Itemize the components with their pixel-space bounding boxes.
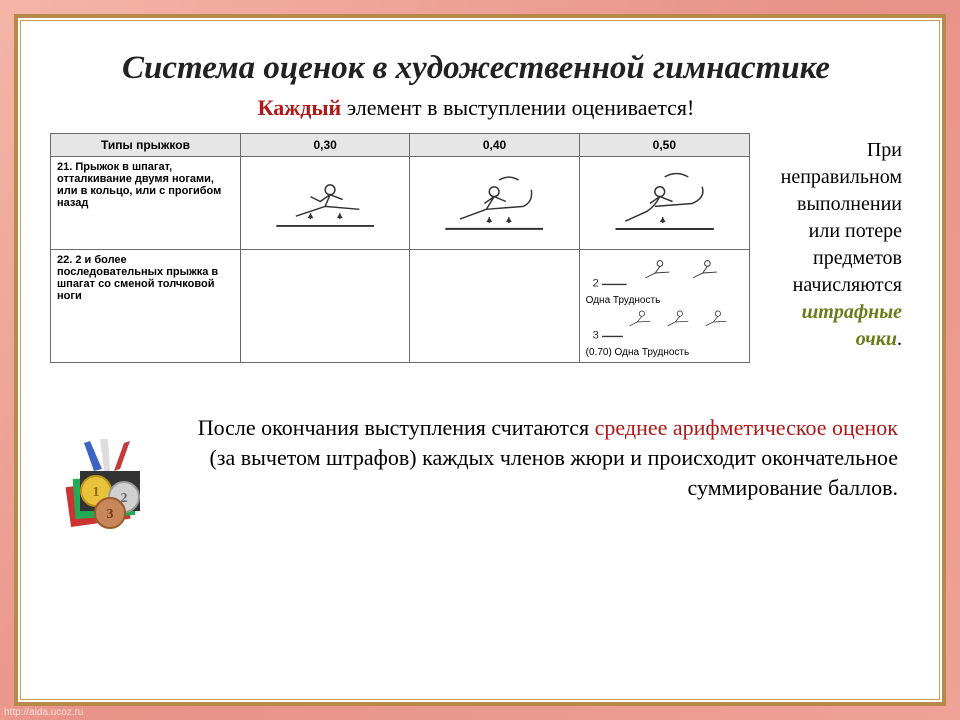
svg-text:1: 1 (93, 485, 100, 500)
row1-cell-030 (241, 157, 410, 250)
page-title: Система оценок в художественной гимнасти… (50, 48, 902, 89)
svg-text:2: 2 (592, 278, 598, 290)
row1-label: 21. Прыжок в шпагат, отталкивание двумя … (51, 157, 241, 250)
row2-label-2: Одна Трудность (586, 295, 743, 306)
svg-text:3: 3 (107, 507, 114, 522)
conclusion-pre: После окончания выступления считаются (198, 415, 595, 440)
row1-cell-050 (579, 157, 749, 250)
row2-cell-030 (241, 250, 410, 363)
decorative-frame: Система оценок в художественной гимнасти… (14, 14, 946, 706)
table-row: 21. Прыжок в шпагат, отталкивание двумя … (51, 157, 750, 250)
medals-icon: 1 2 3 (50, 413, 170, 538)
subtitle-rest: элемент в выступлении оценивается! (341, 95, 694, 120)
row2-label: 22. 2 и более последовательных прыжка в … (51, 250, 241, 363)
row2-label-3: (0.70) Одна Трудность (586, 347, 743, 358)
slide-background: Система оценок в художественной гимнасти… (0, 0, 960, 720)
content-row: Типы прыжков 0,30 0,40 0,50 21. Прыжок в… (50, 133, 902, 363)
penalty-note: При неправильном выполнении или потере п… (762, 133, 902, 353)
svg-text:3: 3 (592, 330, 598, 342)
gymnast-split-icon (247, 161, 403, 242)
conclusion-highlight: среднее арифметическое оценок (595, 415, 898, 440)
subtitle: Каждый элемент в выступлении оценивается… (50, 95, 902, 121)
gymnast-split-arch-icon (586, 161, 743, 242)
row1-cell-040 (410, 157, 579, 250)
col-types: Типы прыжков (51, 134, 241, 157)
penalty-emphasis: штрафные очки (802, 301, 902, 350)
row2-cell-050: 2 (579, 250, 749, 363)
conclusion-post: (за вычетом штрафов) каждых членов жюри … (209, 445, 898, 500)
table-row: 22. 2 и более последовательных прыжка в … (51, 250, 750, 363)
watermark: http://aida.ucoz.ru (4, 707, 84, 718)
gymnast-split-ring-icon (416, 161, 572, 242)
subtitle-emphasis: Каждый (258, 95, 342, 120)
col-030: 0,30 (241, 134, 410, 157)
col-040: 0,40 (410, 134, 579, 157)
penalty-dot: . (897, 328, 902, 350)
bottom-row: 1 2 3 После окончания выступления считаю… (50, 413, 902, 538)
gymnast-sequence-2-icon: 2 (586, 254, 743, 292)
row2-cell-040 (410, 250, 579, 363)
table-header-row: Типы прыжков 0,30 0,40 0,50 (51, 134, 750, 157)
slide-content: Система оценок в художественной гимнасти… (26, 26, 934, 694)
jump-types-table: Типы прыжков 0,30 0,40 0,50 21. Прыжок в… (50, 133, 750, 363)
gymnast-sequence-3-icon: 3 (586, 306, 743, 344)
conclusion-text: После окончания выступления считаются ср… (188, 413, 902, 502)
penalty-text: При неправильном выполнении или потере п… (781, 139, 902, 296)
col-050: 0,50 (579, 134, 749, 157)
jump-types-table-wrap: Типы прыжков 0,30 0,40 0,50 21. Прыжок в… (50, 133, 750, 363)
